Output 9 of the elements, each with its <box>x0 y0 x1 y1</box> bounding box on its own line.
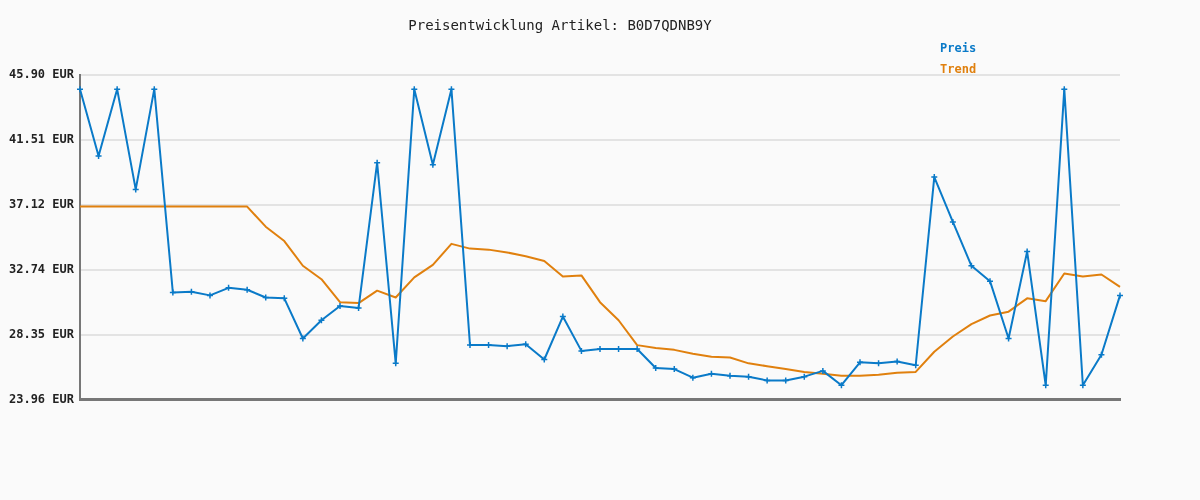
y-tick-label: 32.74 EUR <box>8 261 75 276</box>
chart-title: Preisentwicklung Artikel: B0D7QDNB9Y <box>408 17 713 34</box>
y-tick-label: 37.12 EUR <box>8 196 75 211</box>
y-tick-label: 41.51 EUR <box>8 131 75 146</box>
y-tick-label: 23.96 EUR <box>8 391 75 406</box>
text: Trend <box>940 61 977 78</box>
text: Preis <box>940 40 977 57</box>
y-tick-label: 28.35 EUR <box>8 326 75 341</box>
y-tick-label: 45.90 EUR <box>8 66 75 81</box>
